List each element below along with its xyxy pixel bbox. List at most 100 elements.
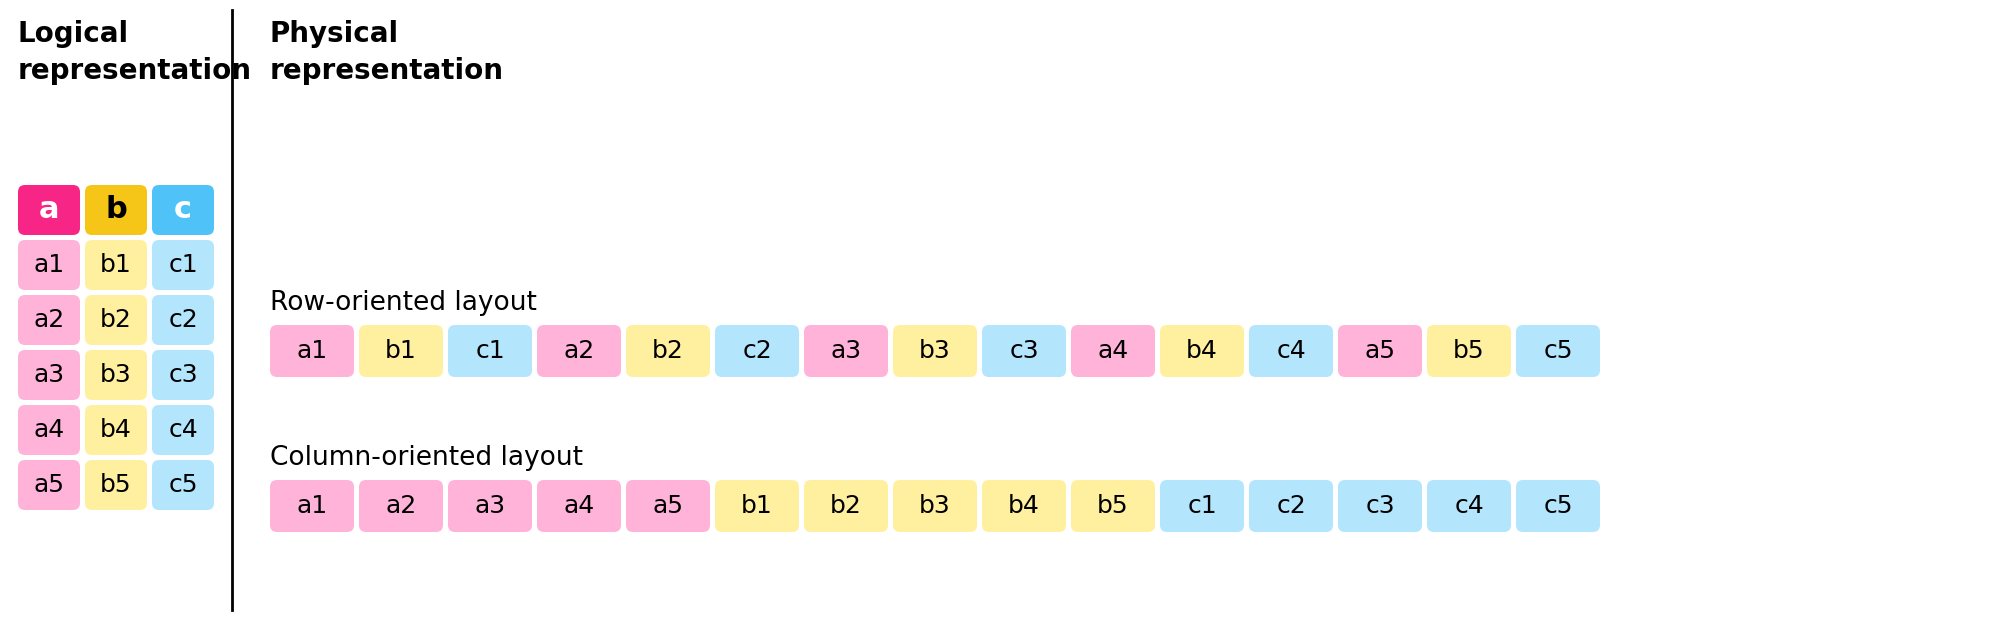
Text: a4: a4 [564,494,594,518]
FancyBboxPatch shape [152,185,214,235]
Text: b5: b5 [1454,339,1484,363]
Text: b2: b2 [830,494,862,518]
FancyBboxPatch shape [892,325,976,377]
FancyBboxPatch shape [18,185,80,235]
FancyBboxPatch shape [1248,325,1332,377]
Text: a1: a1 [296,494,328,518]
FancyBboxPatch shape [716,480,800,532]
Text: a1: a1 [34,253,64,277]
FancyBboxPatch shape [152,460,214,510]
FancyBboxPatch shape [360,480,444,532]
Text: b1: b1 [742,494,772,518]
FancyBboxPatch shape [1160,325,1244,377]
Text: b1: b1 [386,339,416,363]
Text: a4: a4 [1098,339,1128,363]
Text: c1: c1 [1188,494,1216,518]
Text: b4: b4 [1186,339,1218,363]
Text: b: b [106,195,126,225]
Text: c5: c5 [1544,339,1572,363]
Text: a3: a3 [830,339,862,363]
Text: b2: b2 [652,339,684,363]
Text: c4: c4 [1276,339,1306,363]
FancyBboxPatch shape [1516,480,1600,532]
Text: a: a [38,195,60,225]
Text: c1: c1 [168,253,198,277]
FancyBboxPatch shape [892,480,976,532]
Text: a5: a5 [1364,339,1396,363]
FancyBboxPatch shape [18,405,80,455]
FancyBboxPatch shape [152,240,214,290]
Text: a3: a3 [474,494,506,518]
Text: a1: a1 [296,339,328,363]
FancyBboxPatch shape [1428,325,1512,377]
Text: a5: a5 [34,473,64,497]
Text: a2: a2 [386,494,416,518]
FancyBboxPatch shape [84,240,148,290]
Text: c3: c3 [1010,339,1038,363]
Text: a2: a2 [564,339,594,363]
FancyBboxPatch shape [536,325,620,377]
FancyBboxPatch shape [18,460,80,510]
FancyBboxPatch shape [1072,480,1156,532]
FancyBboxPatch shape [804,480,888,532]
Text: b1: b1 [100,253,132,277]
FancyBboxPatch shape [18,295,80,345]
FancyBboxPatch shape [152,295,214,345]
FancyBboxPatch shape [448,480,532,532]
FancyBboxPatch shape [1160,480,1244,532]
FancyBboxPatch shape [626,325,710,377]
FancyBboxPatch shape [716,325,800,377]
Text: c3: c3 [168,363,198,387]
FancyBboxPatch shape [1428,480,1512,532]
Text: c2: c2 [168,308,198,332]
FancyBboxPatch shape [84,295,148,345]
Text: Logical
representation: Logical representation [18,20,252,85]
Text: b3: b3 [920,339,950,363]
FancyBboxPatch shape [626,480,710,532]
Text: b5: b5 [1098,494,1128,518]
FancyBboxPatch shape [84,185,148,235]
Text: a5: a5 [652,494,684,518]
Text: b4: b4 [100,418,132,442]
Text: c1: c1 [476,339,504,363]
FancyBboxPatch shape [152,350,214,400]
FancyBboxPatch shape [1338,325,1422,377]
Text: b4: b4 [1008,494,1040,518]
FancyBboxPatch shape [270,325,354,377]
FancyBboxPatch shape [270,480,354,532]
Text: a2: a2 [34,308,64,332]
Text: c3: c3 [1366,494,1394,518]
FancyBboxPatch shape [152,405,214,455]
FancyBboxPatch shape [18,350,80,400]
Text: a4: a4 [34,418,64,442]
FancyBboxPatch shape [360,325,444,377]
Text: a3: a3 [34,363,64,387]
FancyBboxPatch shape [448,325,532,377]
FancyBboxPatch shape [804,325,888,377]
FancyBboxPatch shape [536,480,620,532]
Text: b2: b2 [100,308,132,332]
Text: b3: b3 [100,363,132,387]
FancyBboxPatch shape [18,240,80,290]
Text: c4: c4 [1454,494,1484,518]
Text: c2: c2 [742,339,772,363]
Text: Physical
representation: Physical representation [270,20,504,85]
Text: c2: c2 [1276,494,1306,518]
Text: c5: c5 [168,473,198,497]
Text: c: c [174,195,192,225]
FancyBboxPatch shape [84,460,148,510]
FancyBboxPatch shape [982,325,1066,377]
FancyBboxPatch shape [1338,480,1422,532]
FancyBboxPatch shape [84,405,148,455]
Text: b5: b5 [100,473,132,497]
FancyBboxPatch shape [1516,325,1600,377]
FancyBboxPatch shape [982,480,1066,532]
Text: b3: b3 [920,494,950,518]
Text: c4: c4 [168,418,198,442]
Text: c5: c5 [1544,494,1572,518]
FancyBboxPatch shape [1072,325,1156,377]
Text: Row-oriented layout: Row-oriented layout [270,290,536,316]
FancyBboxPatch shape [1248,480,1332,532]
Text: Column-oriented layout: Column-oriented layout [270,445,584,471]
FancyBboxPatch shape [84,350,148,400]
